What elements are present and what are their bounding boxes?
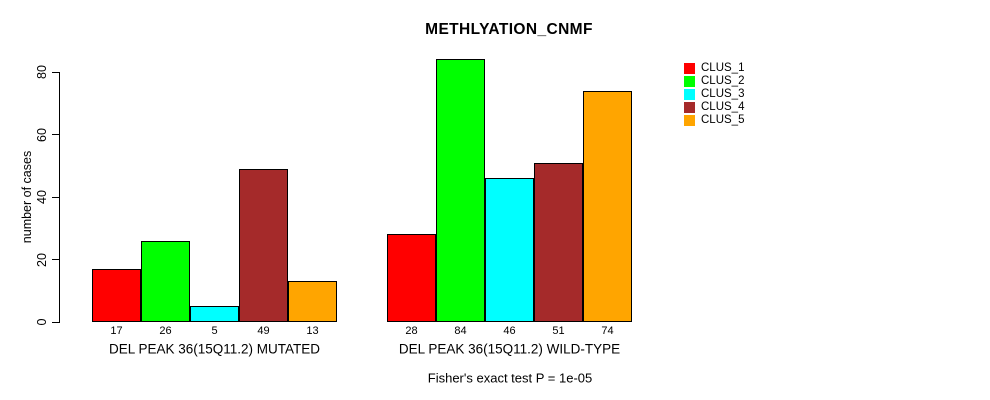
y-tick-80 xyxy=(52,71,60,73)
bar-clus_5-group2 xyxy=(583,91,632,322)
y-tick-label-0: 0 xyxy=(35,318,49,326)
legend-item-clus_1: CLUS_1 xyxy=(684,62,744,75)
y-tick-label-40: 40 xyxy=(35,190,49,204)
y-tick-label-20: 20 xyxy=(35,252,49,267)
bar-clus_5-group1 xyxy=(288,281,337,322)
legend-item-clus_3: CLUS_3 xyxy=(684,88,744,101)
legend-item-clus_4: CLUS_4 xyxy=(684,101,744,114)
bar-value-label: 26 xyxy=(159,325,172,337)
y-tick-60 xyxy=(52,134,60,135)
bar-value-label: 46 xyxy=(503,325,516,337)
bar-clus_1-group1 xyxy=(92,269,141,322)
bar-value-label: 17 xyxy=(110,325,123,337)
bar-clus_4-group1 xyxy=(239,169,288,322)
legend-label: CLUS_1 xyxy=(701,62,745,74)
y-axis-line xyxy=(59,72,60,323)
bar-value-label: 84 xyxy=(454,325,467,337)
legend-label: CLUS_5 xyxy=(701,114,745,126)
legend-item-clus_5: CLUS_5 xyxy=(684,114,744,127)
legend-swatch-clus_1 xyxy=(684,63,695,74)
legend-label: CLUS_2 xyxy=(701,75,745,87)
bar-clus_2-group2 xyxy=(436,59,485,322)
y-axis-label: number of cases xyxy=(20,150,34,244)
legend: CLUS_1 CLUS_2 CLUS_3 CLUS_4 CLUS_5 xyxy=(684,62,744,127)
group-label-1: DEL PEAK 36(15Q11.2) MUTATED xyxy=(108,341,321,357)
bar-value-label: 74 xyxy=(601,325,614,337)
bar-clus_3-group2 xyxy=(485,178,534,322)
legend-swatch-clus_5 xyxy=(684,115,695,126)
legend-swatch-clus_3 xyxy=(684,89,695,100)
bar-value-label: 49 xyxy=(257,325,270,337)
chart-title: METHLYATION_CNMF xyxy=(425,21,593,38)
bar-clus_3-group1 xyxy=(190,306,239,322)
y-tick-40 xyxy=(52,196,60,198)
bar-clus_1-group2 xyxy=(387,234,436,322)
subtitle-fisher-test: Fisher's exact test P = 1e-05 xyxy=(427,370,593,386)
bar-value-label: 28 xyxy=(405,325,418,337)
bar-clus_2-group1 xyxy=(141,241,190,322)
y-tick-20 xyxy=(52,259,60,260)
bar-value-label: 13 xyxy=(306,325,319,337)
y-tick-label-60: 60 xyxy=(35,127,49,142)
legend-label: CLUS_4 xyxy=(701,101,745,113)
legend-label: CLUS_3 xyxy=(701,88,745,100)
legend-swatch-clus_2 xyxy=(684,76,695,87)
legend-swatch-clus_4 xyxy=(684,102,695,113)
legend-item-clus_2: CLUS_2 xyxy=(684,75,744,88)
bar-value-label: 5 xyxy=(211,325,218,337)
bar-value-label: 51 xyxy=(552,325,565,337)
y-tick-0 xyxy=(52,321,60,323)
y-tick-label-80: 80 xyxy=(35,65,49,79)
bar-clus_4-group2 xyxy=(534,163,583,322)
group-label-2: DEL PEAK 36(15Q11.2) WILD-TYPE xyxy=(398,341,621,357)
